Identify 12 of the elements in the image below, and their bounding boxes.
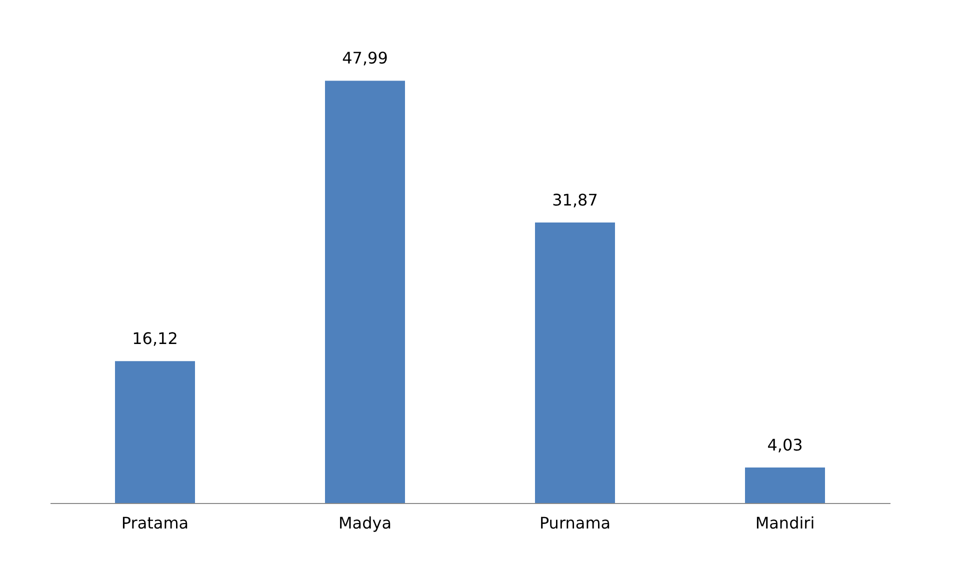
- bar: [115, 361, 195, 503]
- bar: [535, 222, 615, 503]
- x-tick-label: Madya: [338, 514, 392, 532]
- x-tick-label: Purnama: [539, 514, 611, 532]
- data-label: 16,12: [132, 329, 178, 348]
- x-tick-label: Pratama: [121, 514, 189, 532]
- bar: [325, 80, 405, 503]
- data-label: 47,99: [342, 48, 388, 68]
- data-label: 4,03: [767, 436, 803, 455]
- x-tick-label: Mandiri: [755, 514, 815, 532]
- bar: [745, 468, 825, 503]
- data-label: 31,87: [552, 190, 598, 210]
